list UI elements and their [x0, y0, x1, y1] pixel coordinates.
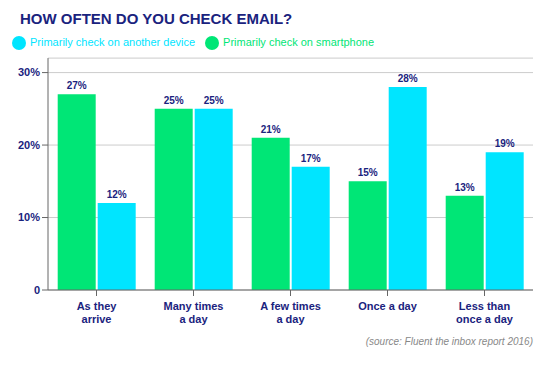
svg-text:21%: 21%	[261, 124, 281, 135]
svg-text:A few timesa day: A few timesa day	[260, 300, 321, 325]
html-text:Primarily check on another dev: Primarily check on another device	[30, 36, 196, 48]
svg-text:Less thanonce a day: Less thanonce a day	[456, 300, 514, 325]
svg-text:20%: 20%	[18, 139, 40, 151]
svg-text:10%: 10%	[18, 211, 40, 223]
svg-text:15%: 15%	[358, 167, 378, 178]
svg-text:25%: 25%	[204, 95, 224, 106]
svg-text:17%: 17%	[301, 153, 321, 164]
svg-text:25%: 25%	[164, 95, 184, 106]
svg-text:As theyarrive: As theyarrive	[77, 300, 118, 325]
svg-text:28%: 28%	[398, 73, 418, 84]
svg-text:12%: 12%	[107, 189, 127, 200]
svg-text:0: 0	[34, 284, 40, 296]
html-text:(source: Fluent the inbox repo: (source: Fluent the inbox report 2016)	[365, 336, 533, 347]
svg-text:Once a day: Once a day	[358, 300, 418, 312]
svg-text:19%: 19%	[495, 138, 515, 149]
svg-text:13%: 13%	[455, 182, 475, 193]
svg-text:27%: 27%	[67, 80, 87, 91]
svg-text:30%: 30%	[18, 66, 40, 78]
svg-text:Many timesa day: Many timesa day	[164, 300, 224, 325]
html-text:HOW OFTEN DO YOU CHECK EMAIL?: HOW OFTEN DO YOU CHECK EMAIL?	[20, 10, 293, 27]
html-text:Primarily check on smartphone: Primarily check on smartphone	[223, 36, 375, 48]
